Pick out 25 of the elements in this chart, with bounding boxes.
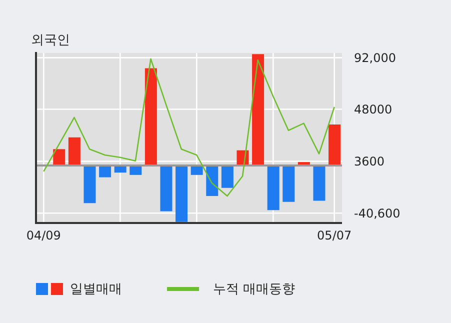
bar [130,166,142,175]
bar [313,166,326,201]
legend-label: 일별매매 [70,281,122,298]
bar [190,166,203,175]
bar [53,149,66,166]
bar [68,137,80,166]
x-tick-label: 04/09 [26,228,61,243]
x-tick-label: 05/07 [317,228,352,243]
bar [267,166,280,210]
y2-tick-label: 3600 [354,154,385,169]
bar [252,54,264,166]
bar [84,166,96,204]
legend-label: 누적 매매동향 [213,281,296,298]
line-series [43,58,335,197]
bar [99,166,112,178]
bar [160,166,172,212]
y2-tick-label: 92,000 [354,50,396,65]
bar [221,166,234,188]
y2-tick-label: 48000 [354,102,392,117]
bar [282,166,295,202]
bar [144,68,157,166]
bar [328,124,341,166]
y2-tick-label: -40,600 [354,206,400,220]
chart-title: 외국인 [31,32,70,49]
bar [176,166,188,222]
